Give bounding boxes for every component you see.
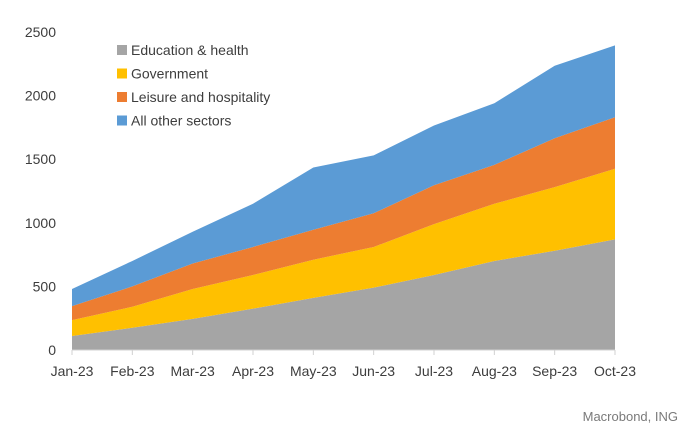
x-tick-label: Oct-23 xyxy=(594,363,636,379)
y-axis: 0 500 1000 1500 2000 2500 xyxy=(25,24,56,358)
area-series-all-other-sectors xyxy=(72,45,615,307)
x-tick-label: Sep-23 xyxy=(532,363,577,379)
legend-label: Leisure and hospitality xyxy=(131,89,270,105)
legend-swatch xyxy=(117,115,127,126)
area-series-education-health xyxy=(72,239,615,350)
x-tick-label: Mar-23 xyxy=(170,363,215,379)
x-tick-label: Jun-23 xyxy=(352,363,395,379)
area-series-government xyxy=(72,168,615,337)
y-tick-label: 1500 xyxy=(25,151,56,167)
x-tick-label: May-23 xyxy=(290,363,337,379)
area-series-group xyxy=(72,45,615,350)
y-tick-label: 2500 xyxy=(25,24,56,40)
y-tick-label: 1000 xyxy=(25,215,56,231)
legend-swatch xyxy=(117,45,127,55)
legend-swatch xyxy=(117,92,127,102)
x-axis: Jan-23 Feb-23 Mar-23 Apr-23 May-23 Jun-23 Jul-… xyxy=(51,349,636,379)
y-tick-label: 0 xyxy=(48,342,56,358)
legend-label: All other sectors xyxy=(131,113,231,129)
y-tick-label: 500 xyxy=(33,278,57,294)
x-tick-label: Jan-23 xyxy=(51,363,94,379)
x-tick-label: Apr-23 xyxy=(232,363,274,379)
area-series-leisure-and-hospitality xyxy=(72,117,615,321)
legend-label: Government xyxy=(131,66,208,82)
y-tick-label: 2000 xyxy=(25,88,56,104)
legend: Education & health Government Leisure and … xyxy=(117,42,270,129)
legend-label: Education & health xyxy=(131,42,249,58)
source-label: Macrobond, ING xyxy=(582,409,678,424)
legend-swatch xyxy=(117,68,127,79)
x-tick-label: Jul-23 xyxy=(415,363,453,379)
x-tick-label: Aug-23 xyxy=(472,363,517,379)
x-tick-label: Feb-23 xyxy=(110,363,155,379)
